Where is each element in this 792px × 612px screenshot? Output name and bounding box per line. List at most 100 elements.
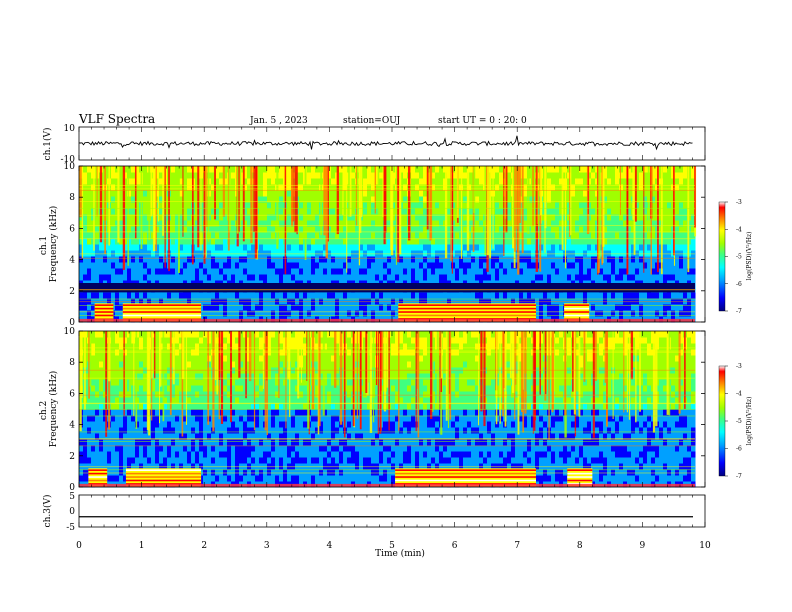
- spectrogram-cell: [611, 226, 616, 233]
- spectrogram-cell: [291, 292, 296, 299]
- spectrogram-cell: [191, 385, 196, 392]
- spectrogram-cell: [215, 214, 220, 221]
- spectrogram-cell: [347, 226, 352, 233]
- spectrogram-cell: [251, 196, 256, 203]
- spectrogram-cell: [403, 166, 408, 173]
- spectrogram-cell: [375, 190, 380, 197]
- spectrogram-cell: [175, 172, 180, 179]
- spectrogram-cell: [251, 292, 256, 299]
- spectrogram-cell: [299, 202, 304, 209]
- spectrogram-cell: [263, 214, 268, 221]
- spectrogram-cell: [611, 268, 616, 275]
- spectrogram-cell: [175, 409, 180, 416]
- spectrogram-cell: [439, 292, 444, 299]
- spectrogram-cell: [107, 457, 112, 464]
- spectrogram-cell: [383, 250, 388, 257]
- spectrogram-cell: [431, 238, 436, 245]
- spectrogram-cell: [295, 244, 300, 251]
- spectrogram-cell: [139, 250, 144, 257]
- spectrogram-cell: [343, 310, 348, 317]
- spectrogram-cell: [643, 304, 648, 311]
- spectrogram-cell: [243, 202, 248, 209]
- spectrogram-cell: [623, 250, 628, 257]
- spectrogram-cell: [123, 250, 128, 257]
- spectrogram-cell: [195, 250, 200, 257]
- spectrogram-cell: [83, 226, 88, 233]
- spectrogram-cell: [487, 238, 492, 245]
- spectrogram-cell: [579, 166, 584, 173]
- spectrogram-cell: [683, 226, 688, 233]
- spectrogram-cell: [279, 292, 284, 299]
- spectrogram-cell: [179, 172, 184, 179]
- spectrogram-cell: [183, 244, 188, 251]
- spectrogram-cell: [119, 373, 124, 380]
- spectrogram-cell: [111, 337, 116, 344]
- spectrogram-cell: [435, 184, 440, 191]
- spectrogram-cell: [167, 391, 172, 398]
- spectrogram-cell: [619, 268, 624, 275]
- spectrogram-cell: [579, 238, 584, 245]
- spectrogram-cell: [83, 457, 88, 464]
- spectrogram-cell: [87, 244, 92, 251]
- spectrogram-cell: [155, 457, 160, 464]
- spectrogram-cell: [691, 214, 696, 221]
- spectrogram-cell: [99, 409, 104, 416]
- spectrogram-cell: [583, 292, 588, 299]
- spectrogram-cell: [171, 397, 176, 404]
- spectrogram-cell: [427, 292, 432, 299]
- spectrogram-cell: [279, 202, 284, 209]
- emission-burst-line: [122, 304, 202, 306]
- spectrogram-cell: [431, 250, 436, 257]
- spectrogram-cell: [643, 262, 648, 269]
- spectrogram-cell: [95, 274, 100, 281]
- spectrogram-cell: [555, 304, 560, 311]
- spectrogram-cell: [655, 298, 660, 305]
- spectrogram-cell: [235, 250, 240, 257]
- spectrogram-cell: [143, 250, 148, 257]
- spectrogram-cell: [111, 415, 116, 422]
- spectrogram-cell: [231, 250, 236, 257]
- spectrogram-cell: [331, 184, 336, 191]
- spectrogram-cell: [243, 178, 248, 185]
- spectrogram-cell: [131, 292, 136, 299]
- spectrogram-cell: [571, 298, 576, 305]
- spectrogram-cell: [143, 433, 148, 440]
- spectrogram-cell: [407, 268, 412, 275]
- spectrogram-cell: [623, 298, 628, 305]
- spectrogram-cell: [315, 202, 320, 209]
- spectrogram-cell: [443, 292, 448, 299]
- spectrogram-cell: [579, 292, 584, 299]
- spectrogram-cell: [675, 190, 680, 197]
- spectrogram-cell: [479, 196, 484, 203]
- spectrogram-cell: [539, 298, 544, 305]
- spectrogram-cell: [387, 298, 392, 305]
- spectrogram-cell: [311, 190, 316, 197]
- spectrogram-cell: [475, 208, 480, 215]
- spectrogram-cell: [123, 385, 128, 392]
- spectrogram-cell: [411, 262, 416, 269]
- spectrogram-cell: [319, 238, 324, 245]
- spectrogram-cell: [403, 262, 408, 269]
- spectrogram-cell: [171, 250, 176, 257]
- spectrogram-cell: [123, 190, 128, 197]
- sferic-streak: [95, 166, 97, 219]
- spectrogram-cell: [399, 256, 404, 263]
- spectrogram-cell: [667, 172, 672, 179]
- spectrogram-cell: [427, 274, 432, 281]
- spectrogram-cell: [691, 298, 696, 305]
- spectrogram-cell: [379, 208, 384, 215]
- spectrogram-cell: [119, 172, 124, 179]
- spectrogram-cell: [687, 178, 692, 185]
- spectrogram-cell: [311, 232, 316, 239]
- spectrogram-cell: [323, 304, 328, 311]
- spectrogram-cell: [467, 178, 472, 185]
- spectrogram-cell: [659, 292, 664, 299]
- spectrogram-cell: [547, 244, 552, 251]
- spectrogram-cell: [107, 463, 112, 470]
- spectrogram-cell: [115, 238, 120, 245]
- spectrogram-cell: [423, 190, 428, 197]
- spectrogram-cell: [463, 244, 468, 251]
- spectrogram-cell: [131, 202, 136, 209]
- spectrogram-cell: [119, 337, 124, 344]
